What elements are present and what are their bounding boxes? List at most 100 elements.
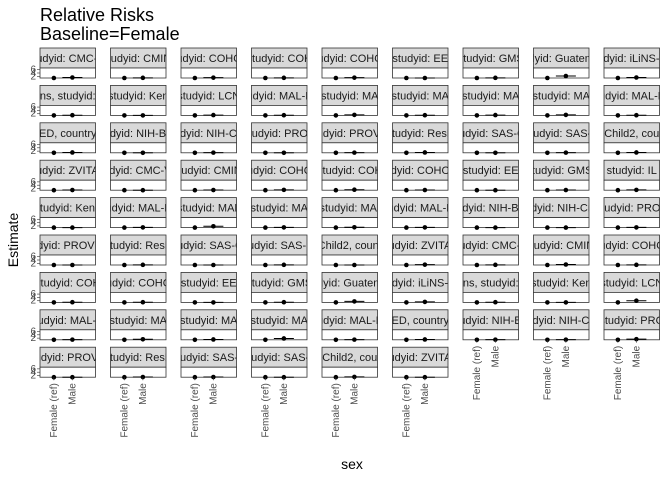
- data-point-female: [545, 75, 550, 81]
- facet-strip-label: studyid: NIH-Crypt: [516, 203, 606, 215]
- data-point-male: [211, 262, 216, 268]
- data-point-male: [422, 150, 428, 155]
- y-tick-label: 4: [30, 218, 36, 229]
- x-tick-label: Female (ref): [331, 383, 342, 437]
- facet-plot-area: [533, 254, 590, 266]
- facet-strip-label: ns, studyid:: [40, 90, 96, 102]
- data-point-male: [563, 187, 569, 193]
- facet-strip-label: studyid: ResP: [104, 240, 172, 252]
- facet-plot-area: [251, 217, 308, 229]
- data-point-male: [70, 299, 75, 305]
- data-point-female: [122, 262, 127, 268]
- data-point-male: [563, 262, 569, 267]
- x-tick-label: Female (ref): [190, 383, 201, 437]
- facet-panel: studyid: CMC-V-: [462, 234, 519, 268]
- data-point-female: [333, 187, 339, 193]
- data-point-male: [211, 300, 216, 305]
- facet-strip-label: studyid: COH: [317, 165, 382, 177]
- data-point-female: [51, 337, 57, 343]
- data-point-male: [140, 374, 146, 380]
- facet-strip-label: studyid: CMIN,: [102, 53, 174, 65]
- data-point-male: [493, 299, 498, 305]
- x-tick-label: Male: [279, 383, 290, 405]
- facet-strip-label: studyid: GMS: [246, 277, 312, 289]
- data-point-female: [51, 262, 57, 268]
- facet-plot-area: [39, 366, 96, 378]
- facet-panel: Child2, cou: [321, 346, 378, 380]
- facet-panel: studyid: NIH-Crypt: [516, 197, 606, 230]
- data-point-male: [211, 337, 216, 342]
- facet-panel: studyid: SAS-Co: [180, 234, 237, 268]
- data-point-male: [281, 187, 287, 193]
- facet-panel: studyid: CMC-V-B: [110, 159, 167, 193]
- data-point-male: [493, 150, 498, 156]
- facet-strip-label: studyid: SAS-C: [171, 352, 246, 364]
- data-point-male: [634, 150, 639, 155]
- facet-panel: studyid: COHOR: [603, 234, 660, 268]
- facet-plot-area: [321, 254, 378, 266]
- data-point-male: [70, 225, 75, 230]
- facet-plot-area: [110, 254, 167, 266]
- x-tick-label: Male: [561, 345, 572, 367]
- facet-plot-area: [110, 105, 167, 116]
- facet-strip-label: studyid: LCN: [177, 90, 240, 102]
- facet-panel: studyid: MAL-ED: [603, 85, 660, 118]
- data-point-female: [404, 300, 409, 305]
- data-point-female: [333, 225, 339, 230]
- facet-strip-label: studyid: Guatemala: [302, 277, 398, 289]
- data-point-female: [263, 113, 268, 118]
- y-tick-label: 2: [30, 371, 36, 382]
- facet-panel: studyid: MA: [180, 309, 237, 343]
- y-tick-label: 6: [30, 252, 36, 263]
- data-point-female: [615, 113, 621, 118]
- facet-strip-label: studyid: MA: [392, 90, 450, 102]
- facet-plot-area: [603, 291, 660, 303]
- data-point-male: [634, 225, 639, 230]
- facet-panel: studyid: ResP: [110, 346, 167, 380]
- facet-plot-area: [462, 142, 519, 154]
- data-point-male: [634, 187, 639, 193]
- x-tick-label: Female (ref): [401, 383, 412, 437]
- facet-panel: studyid: NIH-Birth: [110, 122, 167, 156]
- data-point-male: [422, 75, 428, 81]
- data-point-male: [281, 336, 287, 341]
- data-point-female: [615, 187, 621, 193]
- facet-panel: studyid: PROVID 246: [30, 346, 96, 382]
- data-point-female: [192, 150, 198, 156]
- facet-plot-area: [251, 179, 308, 191]
- data-point-male: [493, 187, 498, 193]
- data-point-female: [51, 187, 57, 193]
- facet-panel: studyid: CMIN,: [180, 159, 237, 193]
- data-point-male: [634, 298, 639, 304]
- facet-plot-area: [392, 329, 449, 341]
- facet-strip-label: studyid: IL: [607, 165, 657, 177]
- facet-plot-area: [180, 142, 237, 154]
- data-point-male: [140, 113, 146, 118]
- facet-plot-area: [251, 291, 308, 303]
- x-tick-label: Male: [631, 345, 642, 367]
- facet-plot-area: [39, 254, 96, 266]
- facet-panel: studyid: CMC-V- 246: [30, 47, 96, 82]
- data-point-female: [51, 75, 57, 81]
- data-point-male: [352, 150, 357, 155]
- facet-strip-label: studyid: MAL-ED: [379, 203, 462, 215]
- facet-panel: Child2, cou: [603, 122, 660, 156]
- data-point-male: [422, 337, 428, 342]
- facet-plot-area: [533, 179, 590, 191]
- facet-plot-area: [533, 329, 590, 341]
- facet-plot-area: [392, 105, 449, 116]
- facet-plot-area: [180, 366, 237, 378]
- facet-plot-area: [603, 142, 660, 154]
- facet-plot-area: [321, 105, 378, 116]
- y-tick-label: 2: [30, 184, 36, 195]
- facet-panel: studyid: Ken: [533, 271, 590, 305]
- data-point-male: [493, 75, 498, 81]
- data-point-male: [634, 75, 639, 80]
- facet-strip-label: studyid: EE: [181, 277, 237, 289]
- facet-strip-label: studyid: MAL-ED: [238, 90, 321, 102]
- data-point-female: [51, 150, 57, 156]
- data-point-male: [563, 73, 569, 79]
- data-point-male: [70, 187, 75, 193]
- facet-panel: studyid: MAI: [321, 197, 378, 230]
